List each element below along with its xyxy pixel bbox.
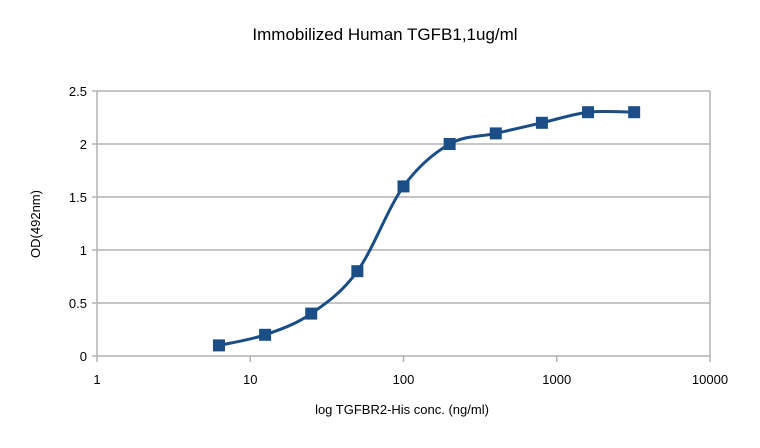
x-tick-label: 100 [393,372,415,387]
series-markers [212,106,641,352]
axes [96,91,711,362]
data-point-marker [582,106,595,119]
y-tick-label: 1 [80,243,87,258]
y-axis-label: OD(492nm) [28,190,43,258]
data-point-marker [305,307,318,320]
y-tick-label: 2.5 [69,84,87,99]
data-point-marker [628,106,641,119]
x-tick-label: 10000 [692,372,728,387]
data-point-marker [397,180,410,193]
y-tick-label: 1.5 [69,190,87,205]
data-point-marker [535,116,548,129]
data-point-marker [351,265,364,278]
series-line [218,109,635,347]
y-tick-label: 2 [80,137,87,152]
x-axis-label: log TGFBR2-His conc. (ng/ml) [315,402,489,417]
x-tick-label: 1 [93,372,100,387]
gridlines [92,90,710,357]
data-point-marker [489,127,502,140]
x-tick-label: 10 [243,372,257,387]
chart-title: Immobilized Human TGFB1,1ug/ml [252,25,517,44]
x-tick-labels: 1 10 100 1000 10000 [93,372,728,387]
data-point-marker [212,339,225,352]
y-tick-labels: 0 0.5 1 1.5 2 2.5 [69,84,87,364]
y-tick-label: 0.5 [69,296,87,311]
y-tick-label: 0 [80,349,87,364]
x-tick-label: 1000 [542,372,571,387]
data-point-marker [259,328,272,341]
data-point-marker [443,138,456,150]
